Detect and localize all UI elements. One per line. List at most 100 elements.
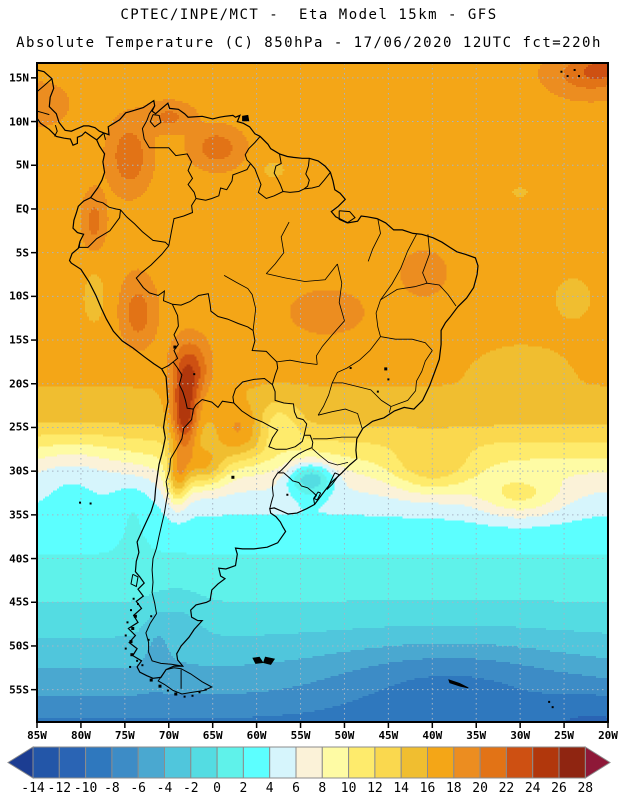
country-border — [141, 105, 197, 199]
island-lake-speck — [376, 390, 379, 393]
country-border — [78, 209, 121, 248]
lon-axis-label: 25W — [554, 729, 574, 742]
lat-axis-label: 20S — [9, 377, 29, 391]
colorbar-box — [348, 746, 376, 779]
island-lake-speck — [130, 653, 134, 657]
state-border — [415, 350, 433, 391]
country-border — [103, 132, 106, 141]
island-lake-speck — [566, 75, 569, 78]
state-border — [388, 390, 416, 413]
country-border — [269, 472, 279, 509]
island-lake-speck — [129, 665, 132, 668]
colorbar-tick-label: 6 — [292, 781, 300, 796]
lake-island-outline — [312, 491, 322, 501]
lon-axis-label: 80W — [70, 729, 91, 742]
colorbar-tick-label: 22 — [498, 781, 515, 796]
country-border — [120, 209, 170, 247]
lat-axis-label: 50S — [9, 639, 29, 653]
country-border — [303, 158, 310, 190]
country-border — [172, 293, 279, 385]
colorbar-box — [85, 746, 113, 779]
colorbar-tick-label: 12 — [367, 781, 383, 796]
lake-island-outline — [326, 472, 340, 490]
country-border — [232, 377, 273, 404]
state-border — [266, 263, 338, 282]
island-lake-speck — [204, 688, 207, 691]
colorbar-tick-label: 14 — [393, 781, 410, 796]
lon-axis-label: 20W — [598, 729, 618, 742]
country-border — [168, 198, 197, 246]
colorbar-tick-label: -4 — [156, 781, 173, 796]
island-lake-speck — [286, 493, 289, 496]
colorbar-tick-label: 28 — [577, 781, 594, 796]
coastline-central-america-pacific — [36, 117, 98, 146]
island-filled — [242, 114, 250, 122]
state-border — [311, 448, 349, 466]
colorbar-tick-label: -12 — [47, 781, 72, 796]
island-lake-speck — [349, 367, 352, 370]
state-border — [223, 275, 257, 331]
lat-axis-label: 30S — [9, 464, 29, 478]
lat-axis-label: 15N — [9, 71, 29, 85]
island-lake-speck — [79, 501, 82, 504]
colorbar-tick-label: 0 — [213, 781, 222, 796]
colorbar-box — [190, 746, 218, 779]
state-border — [331, 336, 381, 384]
state-border — [315, 320, 345, 365]
island-lake-speck — [548, 700, 551, 703]
lon-axis-label: 60W — [246, 729, 267, 742]
lat-axis-label: 35S — [9, 508, 29, 522]
lat-axis-label: 25S — [9, 420, 29, 434]
country-border — [36, 110, 50, 116]
colorbar-tick-label: 18 — [445, 781, 462, 796]
colorbar-tick-label: -10 — [73, 781, 98, 796]
country-border — [195, 163, 251, 201]
state-border — [367, 218, 381, 262]
colorbar-tick-label: 24 — [524, 781, 541, 796]
island-lake-speck — [231, 475, 235, 479]
map-frame — [36, 62, 609, 723]
lat-axis-label: 55S — [9, 683, 29, 697]
lat-axis-label: 15S — [9, 333, 29, 347]
colorbar-box — [164, 746, 192, 779]
island-lake-speck — [384, 367, 388, 371]
island-filled — [448, 679, 469, 689]
island-lake-speck — [158, 684, 162, 688]
state-border — [317, 382, 333, 416]
country-border — [277, 434, 314, 474]
island-lake-speck — [131, 626, 135, 630]
colorbar-tick-label: 26 — [551, 781, 567, 796]
country-border — [54, 124, 58, 137]
island-lake-speck — [193, 373, 196, 376]
lake-island-outline — [338, 210, 356, 224]
colorbar-box — [111, 746, 139, 779]
colorbar-tick-label: 10 — [340, 781, 357, 796]
lat-axis-label: 5N — [15, 158, 29, 172]
island-lake-speck — [174, 692, 178, 696]
state-border — [380, 282, 457, 307]
colorbar-tick-label: 20 — [472, 781, 488, 796]
country-border — [233, 402, 305, 450]
lat-axis-label: 10N — [9, 115, 29, 129]
lat-axis-label: 40S — [9, 552, 29, 566]
island-lake-speck — [141, 664, 144, 667]
lon-axis-label: 85W — [27, 729, 47, 742]
island-lake-speck — [137, 603, 140, 606]
temperature-field-canvas — [37, 63, 608, 722]
island-lake-speck — [149, 678, 153, 682]
lon-axis-label: 35W — [466, 729, 487, 742]
lon-axis-label: 65W — [202, 729, 223, 742]
island-filled — [252, 656, 264, 664]
colorbar-tick-label: -14 — [21, 781, 45, 796]
island-lake-speck — [89, 502, 92, 505]
island-lake-speck — [126, 621, 129, 624]
country-border — [172, 361, 194, 410]
colorbar-box — [505, 746, 534, 779]
colorbar-box — [532, 746, 560, 779]
colorbar-tick-label: -6 — [130, 781, 147, 796]
map-subtitle: Absolute Temperature (C) 850hPa - 17/06/… — [16, 35, 602, 51]
island-lake-speck — [191, 694, 194, 697]
colorbar-box — [479, 746, 507, 779]
state-border — [375, 299, 381, 337]
